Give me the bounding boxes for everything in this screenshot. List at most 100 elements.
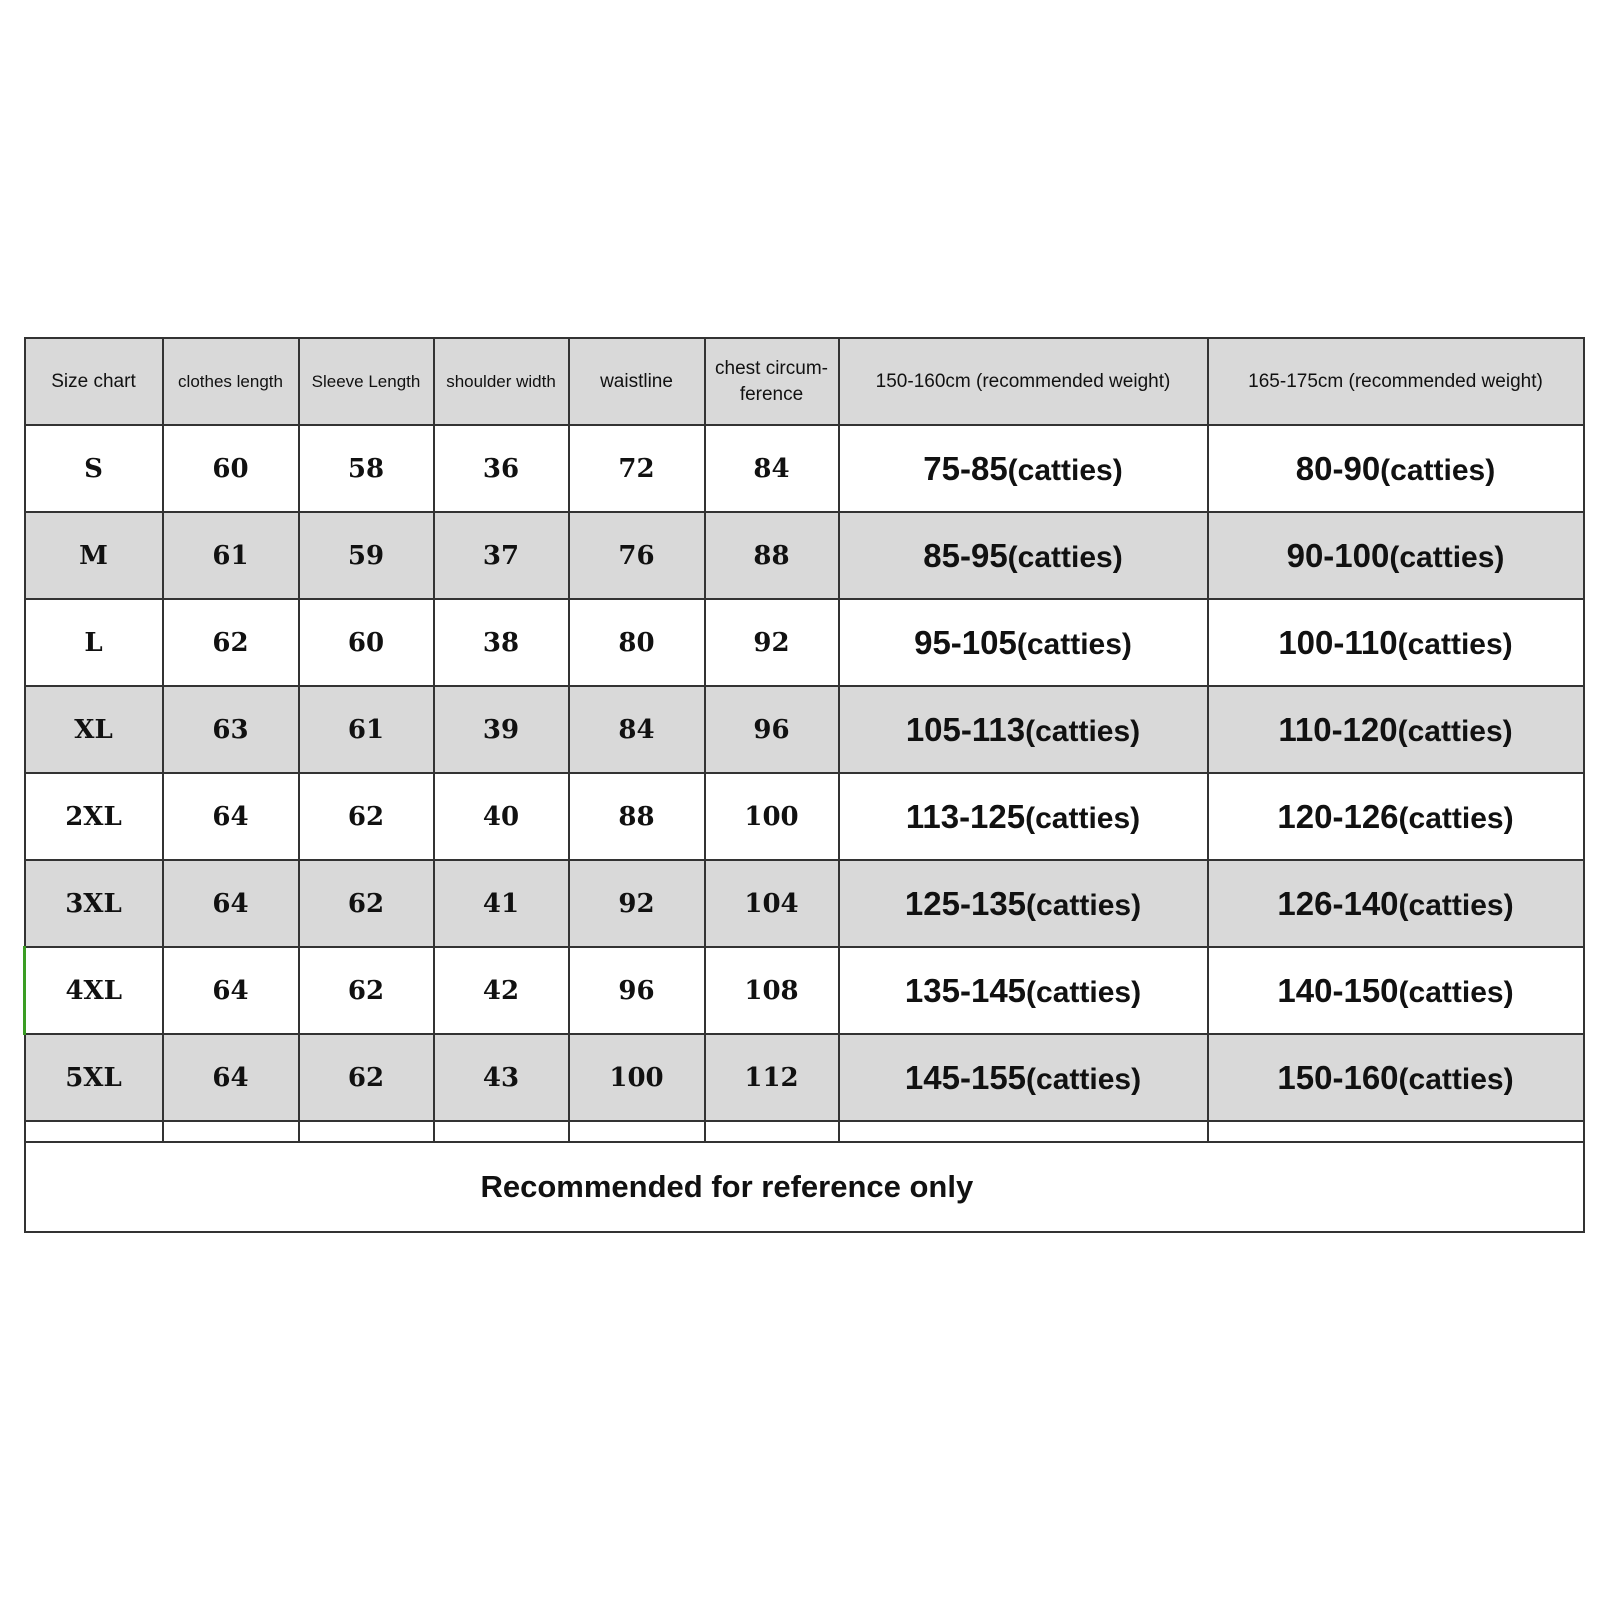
empty-cell (161, 1120, 300, 1143)
cell-chest: 84 (703, 424, 840, 513)
weight-unit: (catties) (1025, 714, 1141, 748)
cell-sleeve-length: 58 (297, 424, 435, 513)
cell-size: 3XL (23, 859, 164, 948)
cell-size: XL (23, 685, 164, 774)
header-weight-165-175: 165-175cm (recommended weight) (1206, 337, 1585, 426)
weight-unit: (catties) (1016, 627, 1132, 661)
header-shoulder-width: shoulder width (432, 337, 570, 426)
cell-shoulder-width: 38 (432, 598, 570, 687)
header-size-chart: Size chart (23, 337, 164, 426)
cell-weight-165-175: 126-140(catties) (1206, 859, 1585, 948)
cell-clothes-length: 64 (161, 859, 300, 948)
cell-chest: 96 (703, 685, 840, 774)
cell-chest: 92 (703, 598, 840, 687)
weight-range: 126-140 (1277, 884, 1399, 922)
table-row: S 60 58 36 72 84 75-85(catties) 80-90(catties) (23, 424, 1585, 513)
cell-chest: 100 (703, 772, 840, 861)
cell-waistline: 96 (567, 946, 706, 1035)
cell-shoulder-width: 36 (432, 424, 570, 513)
weight-range: 150-160 (1277, 1058, 1399, 1096)
cell-shoulder-width: 42 (432, 946, 570, 1035)
cell-waistline: 72 (567, 424, 706, 513)
weight-unit: (catties) (1397, 714, 1513, 748)
cell-size: S (23, 424, 164, 513)
cell-sleeve-length: 62 (297, 1033, 435, 1122)
cell-clothes-length: 62 (161, 598, 300, 687)
table-row: 4XL 64 62 42 96 108 135-145(catties) 140-150(ca… (23, 946, 1585, 1035)
cell-waistline: 76 (567, 511, 706, 600)
cell-weight-165-175: 80-90(catties) (1206, 424, 1585, 513)
weight-range: 75-85 (923, 449, 1008, 487)
cell-weight-150-160: 105-113(catties) (837, 685, 1209, 774)
header-sleeve-length: Sleeve Length (297, 337, 435, 426)
cell-size: 2XL (23, 772, 164, 861)
weight-unit: (catties) (1398, 1062, 1514, 1096)
cell-sleeve-length: 62 (297, 772, 435, 861)
weight-range: 80-90 (1295, 449, 1381, 487)
weight-range: 140-150 (1277, 971, 1399, 1009)
header-chest: chest circum-ference (703, 337, 840, 426)
size-chart-table: Size chart clothes length Sleeve Length … (23, 337, 1585, 1233)
table-row: 2XL 64 62 40 88 100 113-125(catties) 120-126(ca… (23, 772, 1585, 861)
cell-shoulder-width: 39 (432, 685, 570, 774)
weight-range: 95-105 (914, 623, 1017, 661)
empty-cell (703, 1120, 840, 1143)
cell-waistline: 80 (567, 598, 706, 687)
cell-sleeve-length: 60 (297, 598, 435, 687)
cell-shoulder-width: 37 (432, 511, 570, 600)
cell-size: M (23, 511, 164, 600)
cell-size: L (23, 598, 164, 687)
empty-cell (432, 1120, 570, 1143)
empty-cell (297, 1120, 435, 1143)
cell-sleeve-length: 59 (297, 511, 435, 600)
header-waistline: waistline (567, 337, 706, 426)
cell-weight-150-160: 145-155(catties) (837, 1033, 1209, 1122)
cell-shoulder-width: 43 (432, 1033, 570, 1122)
cell-sleeve-length: 61 (297, 685, 435, 774)
cell-chest: 108 (703, 946, 840, 1035)
weight-range: 135-145 (904, 971, 1027, 1009)
weight-unit: (catties) (1007, 453, 1123, 487)
empty-cell (1206, 1120, 1585, 1143)
header-weight-150-160: 150-160cm (recommended weight) (837, 337, 1209, 426)
weight-range: 110-120 (1278, 710, 1398, 748)
cell-size: 4XL (23, 946, 164, 1035)
cell-weight-165-175: 120-126(catties) (1206, 772, 1585, 861)
cell-weight-165-175: 90-100(catties) (1206, 511, 1585, 600)
weight-range: 105-113 (905, 710, 1026, 748)
table-row: M 61 59 37 76 88 85-95(catties) 90-100(catties) (23, 511, 1585, 600)
cell-weight-150-160: 125-135(catties) (837, 859, 1209, 948)
footer-note: Recommended for reference only (23, 1141, 1585, 1233)
cell-chest: 112 (703, 1033, 840, 1122)
cell-shoulder-width: 40 (432, 772, 570, 861)
header-clothes-length: clothes length (161, 337, 300, 426)
cell-weight-150-160: 135-145(catties) (837, 946, 1209, 1035)
empty-cell (23, 1120, 164, 1143)
cell-clothes-length: 64 (161, 946, 300, 1035)
cell-weight-150-160: 75-85(catties) (837, 424, 1209, 513)
cell-weight-150-160: 85-95(catties) (837, 511, 1209, 600)
weight-unit: (catties) (1026, 1062, 1142, 1096)
cell-clothes-length: 60 (161, 424, 300, 513)
cell-weight-150-160: 113-125(catties) (837, 772, 1209, 861)
cell-waistline: 88 (567, 772, 706, 861)
cell-clothes-length: 64 (161, 1033, 300, 1122)
cell-weight-165-175: 150-160(catties) (1206, 1033, 1585, 1122)
weight-range: 85-95 (923, 536, 1008, 574)
weight-unit: (catties) (1007, 540, 1123, 574)
cell-clothes-length: 63 (161, 685, 300, 774)
cell-shoulder-width: 41 (432, 859, 570, 948)
weight-range: 120-126 (1277, 797, 1399, 835)
cell-size: 5XL (23, 1033, 164, 1122)
cell-waistline: 84 (567, 685, 706, 774)
weight-range: 145-155 (904, 1058, 1027, 1096)
table-row: XL 63 61 39 84 96 105-113(catties) 110-120(catt… (23, 685, 1585, 774)
cell-sleeve-length: 62 (297, 946, 435, 1035)
cell-clothes-length: 61 (161, 511, 300, 600)
weight-unit: (catties) (1398, 975, 1514, 1009)
footer-row: Recommended for reference only (23, 1141, 1585, 1233)
cell-sleeve-length: 62 (297, 859, 435, 948)
weight-unit: (catties) (1025, 801, 1141, 835)
weight-unit: (catties) (1380, 453, 1496, 487)
cell-chest: 88 (703, 511, 840, 600)
